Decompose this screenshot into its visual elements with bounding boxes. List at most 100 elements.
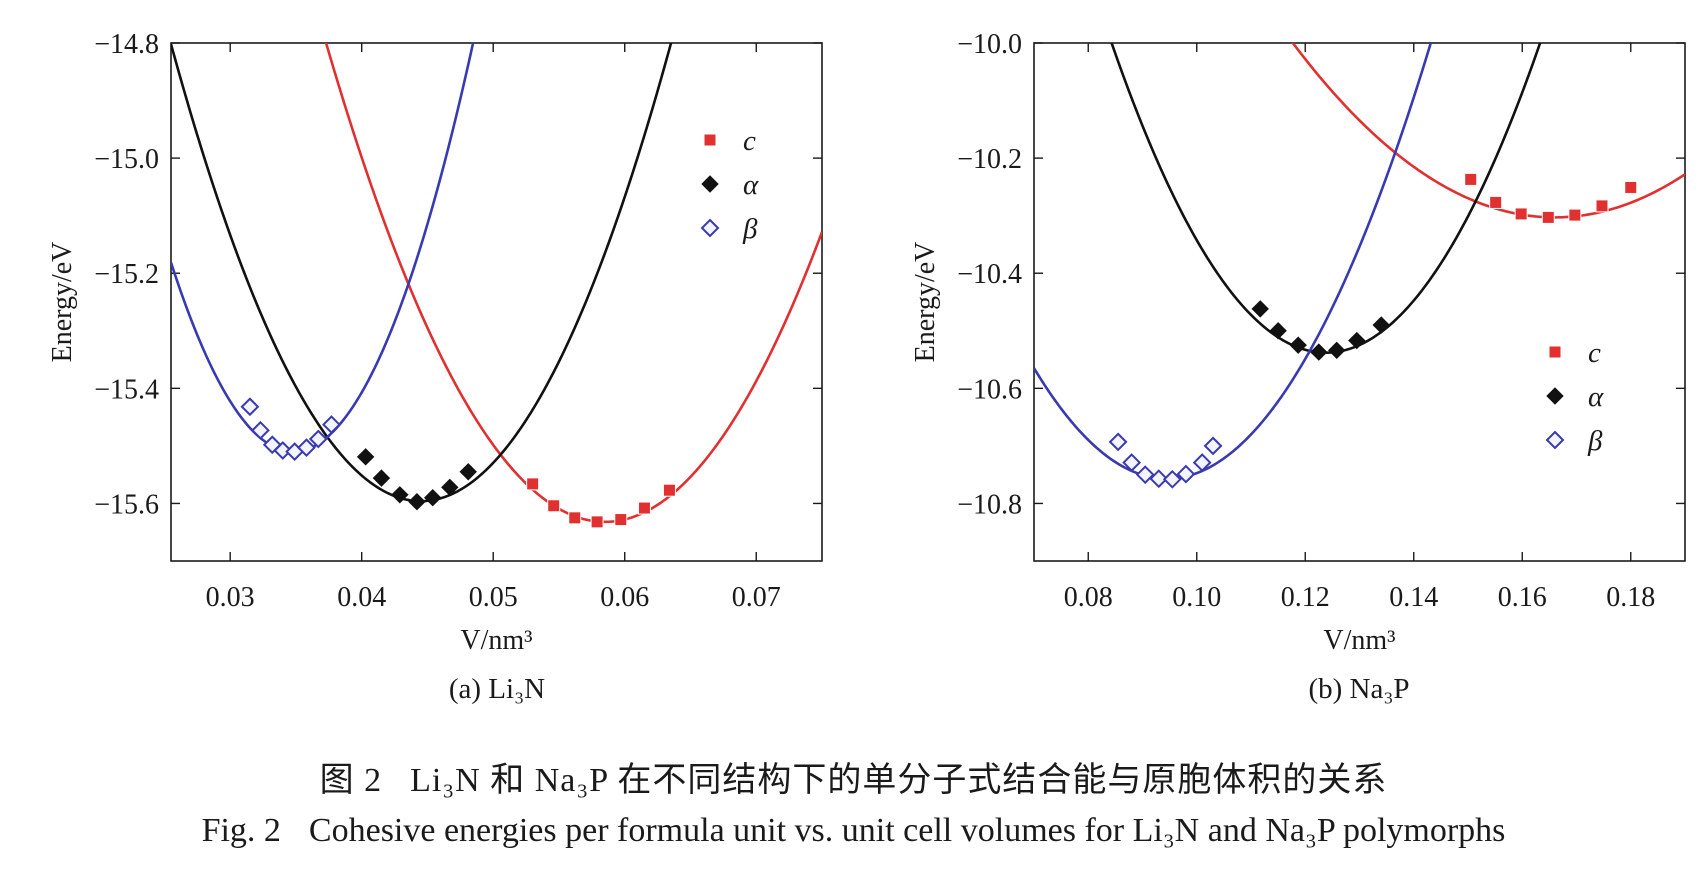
plot-area [1034,43,1685,489]
y-tick-label: −15.4 [94,374,159,405]
x-tick-label: 0.03 [206,582,255,613]
data-point-beta [273,441,293,460]
panel-na3p: 0.08 0.10 0.12 0.14 0.16 0.18 −10.0 −10.2 −10.4 −… [910,29,1686,705]
data-point-beta [308,429,328,449]
y-axis-label: Energy/eV [910,242,941,363]
x-tick-label: 0.18 [1606,582,1655,613]
data-point-beta [1176,464,1196,484]
x-tick-label: 0.10 [1172,582,1221,613]
data-point-beta [1149,469,1169,489]
data-point-c [1624,180,1638,194]
data-point-alpha [408,493,426,511]
caption-en-figure-number: Fig. 2 [201,812,281,849]
data-point-c [1464,172,1478,186]
legend: cαβ [700,125,759,245]
data-point-c [662,483,676,497]
data-point-c [1595,199,1609,213]
plot-frame [1033,42,1686,562]
x-tick-label: 0.12 [1281,582,1330,613]
y-tick-label: −15.2 [94,259,159,290]
data-point-alpha [372,469,391,487]
data-point-alpha [1289,336,1307,354]
figure-caption-english: Fig. 2 Cohesive energies per formula unit… [0,812,1707,850]
legend-label-beta: β [1587,425,1603,457]
legend-label-beta: β [742,213,758,245]
figure-charts: 0.03 0.04 0.05 0.06 0.07 −14.8 −15.0 −15.2 −15.4… [47,29,1686,705]
data-point-c [568,511,582,525]
data-point-alpha [1269,322,1287,340]
data-point-c [1514,207,1528,221]
data-point-alpha [1310,343,1328,361]
legend-label-alpha: α [1588,381,1604,413]
y-tick-label: −15.6 [94,489,159,520]
y-axis-label: Energy/eV [47,242,78,363]
data-point-beta [1108,432,1128,452]
legend: cαβ [1545,337,1604,457]
x-tick-label: 0.08 [1064,582,1113,613]
legend-label-c: c [1588,337,1601,369]
plot-frame [170,42,823,562]
legend-marker-beta [700,218,720,238]
data-point-alpha [1328,341,1346,360]
series-curve-beta [171,43,475,453]
x-tick-label: 0.07 [732,582,781,613]
figure-caption-chinese: 图 2 Li₃N 和 Na₃P 在不同结构下的单分子式结合能与原胞体积的关系 [0,752,1707,801]
legend-marker-alpha [701,175,719,193]
y-tick-label: −15.0 [94,144,159,175]
data-point-beta [251,420,270,440]
data-point-alpha [441,478,459,497]
data-point-alpha [356,448,375,466]
legend-label-c: c [743,125,756,157]
legend-label-alpha: α [743,169,759,201]
plot-area [171,43,822,529]
series-curve-alpha [171,43,673,503]
data-point-alpha [1348,331,1366,350]
y-tick-label: −10.6 [957,374,1022,405]
data-point-c [614,513,628,527]
series-curve-c [1291,43,1685,219]
series-curve-c [324,43,822,524]
data-point-c [1541,210,1555,224]
data-point-beta [297,438,316,458]
data-point-c [1568,208,1582,222]
data-point-beta [1135,465,1155,485]
y-tick-label: −10.8 [957,489,1022,520]
panel-label: (a) Li₃N [449,673,545,705]
data-point-alpha [459,463,477,481]
y-tick-label: −10.0 [957,29,1022,60]
data-point-c [590,515,604,529]
data-point-beta [1122,453,1142,472]
y-tick-label: −14.8 [94,29,159,60]
x-tick-label: 0.16 [1498,582,1547,613]
series-curve-alpha [1110,43,1542,354]
data-point-beta [1192,453,1212,472]
legend-marker-c [1548,345,1562,359]
data-point-c [1489,195,1503,209]
legend-marker-c [703,133,717,147]
x-tick-label: 0.04 [337,582,386,613]
panel-label: (b) Na₃P [1308,673,1409,705]
data-point-alpha [424,488,442,507]
x-axis-label: V/nm³ [460,625,532,656]
data-point-alpha [1251,300,1269,318]
data-point-beta [322,415,341,435]
data-point-beta [240,397,260,417]
caption-en-text: Cohesive energies per formula unit vs. u… [308,812,1506,849]
data-point-beta [1203,436,1223,456]
x-axis-label: V/nm³ [1323,625,1395,656]
y-tick-label: −10.2 [957,144,1022,175]
data-point-alpha [391,486,409,504]
caption-cn-figure-number: 图 2 [319,762,383,799]
x-tick-label: 0.14 [1389,582,1438,613]
data-point-c [637,501,651,515]
data-point-c [547,499,561,513]
x-tick-label: 0.06 [600,582,649,613]
legend-marker-alpha [1546,387,1564,405]
data-point-c [526,477,540,491]
y-tick-label: −10.4 [957,259,1022,290]
caption-cn-text: Li₃N 和 Na₃P 在不同结构下的单分子式结合能与原胞体积的关系 [410,762,1388,799]
data-point-alpha [1372,316,1390,334]
legend-marker-beta [1545,430,1565,450]
x-tick-label: 0.05 [469,582,518,613]
data-point-beta [1162,469,1182,489]
